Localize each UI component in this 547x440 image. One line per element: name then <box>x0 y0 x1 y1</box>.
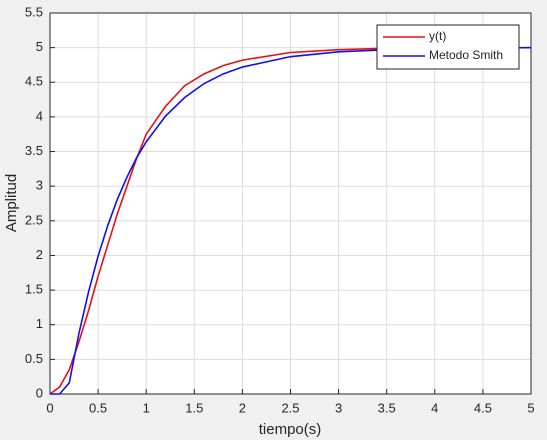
legend-box <box>376 24 520 70</box>
y-tick-label: 4.5 <box>25 74 43 89</box>
x-tick-label: 1.5 <box>185 400 203 415</box>
x-tick-label: 4 <box>431 400 438 415</box>
y-tick-label: 3 <box>36 178 43 193</box>
x-tick-label: 0.5 <box>89 400 107 415</box>
x-axis-label: tiempo(s) <box>259 421 322 438</box>
y-tick-label: 0 <box>36 385 43 400</box>
x-tick-label: 0 <box>46 400 53 415</box>
legend-label: Metodo Smith <box>429 48 503 62</box>
x-tick-label: 3.5 <box>378 400 396 415</box>
y-tick-label: 2 <box>36 247 43 262</box>
y-tick-label: 4 <box>36 108 43 123</box>
y-tick-label: 5 <box>36 39 43 54</box>
y-axis-label: Amplitud <box>3 174 20 232</box>
x-tick-label: 1 <box>143 400 150 415</box>
y-tick-label: 1 <box>36 316 43 331</box>
x-tick-label: 2 <box>239 400 246 415</box>
series-line <box>50 46 532 395</box>
legend-label: y(t) <box>429 29 446 43</box>
plot-frame <box>49 12 532 395</box>
x-tick-label: 2.5 <box>281 400 299 415</box>
series-line <box>49 46 531 395</box>
y-tick-label: 5.5 <box>25 4 43 19</box>
x-tick-label: 3 <box>335 400 342 415</box>
y-tick-label: 0.5 <box>25 351 43 366</box>
y-tick-label: 1.5 <box>25 282 43 297</box>
x-tick-label: 4.5 <box>474 400 492 415</box>
y-tick-label: 2.5 <box>25 212 43 227</box>
x-tick-label: 5 <box>527 400 534 415</box>
y-tick-label: 3.5 <box>25 143 43 158</box>
